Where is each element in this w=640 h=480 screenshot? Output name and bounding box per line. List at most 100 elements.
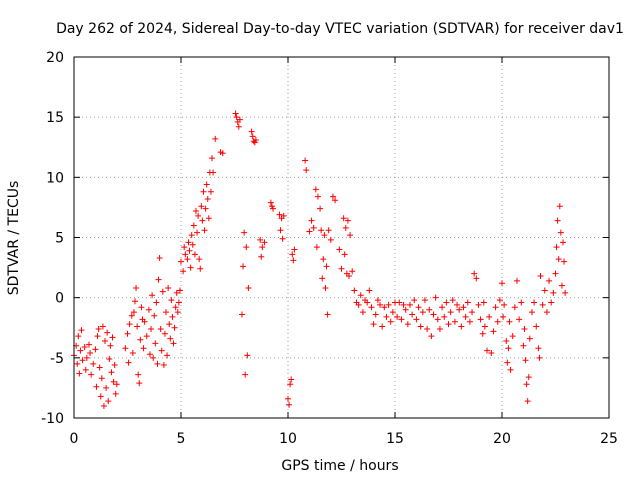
data-point [521,325,528,332]
x-tick-label: 25 [600,431,618,447]
data-point [464,299,471,306]
data-point [504,359,511,366]
data-point [325,227,332,234]
data-point [475,301,482,308]
data-point [110,378,117,385]
data-point [136,380,143,387]
data-point [481,323,488,330]
data-point [197,265,204,272]
y-tick-label: 15 [46,110,64,126]
data-point [76,370,83,377]
data-point [289,251,296,258]
data-point [131,298,138,305]
data-point [112,390,119,397]
data-point [199,217,206,224]
data-point [528,309,535,316]
data-point [520,342,527,349]
data-point [421,297,428,304]
data-point [318,227,325,234]
data-point [244,352,251,359]
data-point [351,287,358,294]
data-point [185,239,192,246]
data-point [486,313,493,320]
data-point [235,123,242,130]
data-point [163,309,170,316]
data-point [200,188,207,195]
data-point [516,316,523,323]
data-point [320,256,327,263]
data-point [531,299,538,306]
data-point [313,244,320,251]
data-point [107,342,114,349]
data-point [160,362,167,369]
data-point [342,224,349,231]
data-point [374,297,381,304]
data-point [165,285,172,292]
data-point [133,285,140,292]
data-point [90,360,97,367]
data-point [82,366,89,373]
data-point [449,297,456,304]
data-point [434,316,441,323]
data-point [188,232,195,239]
data-point [287,381,294,388]
data-point [387,318,394,325]
data-point [312,186,319,193]
data-point [357,292,364,299]
data-point [338,265,345,272]
data-point [341,251,348,258]
chart-title: Day 262 of 2024, Sidereal Day-to-day VTE… [56,21,624,37]
data-point [198,203,205,210]
data-point [138,304,145,311]
data-point [550,289,557,296]
data-point [471,270,478,277]
data-point [201,227,208,234]
data-point [94,333,101,340]
data-point [128,312,135,319]
data-point [126,321,133,328]
data-point [252,137,259,144]
data-point [441,313,448,320]
data-point [174,309,181,316]
data-point [379,323,386,330]
data-point [100,402,107,409]
data-point [186,247,193,254]
data-point [98,375,105,382]
data-point [494,318,501,325]
data-point [74,360,81,367]
data-point [536,354,543,361]
data-point [181,244,188,251]
y-axis-label: SDTVAR / TECUs [6,181,22,296]
data-point [507,366,514,373]
data-point [404,321,411,328]
data-point [137,336,144,343]
data-point [524,398,531,405]
data-point [513,277,520,284]
data-point [559,239,566,246]
data-point [473,275,480,282]
data-point [541,287,548,294]
data-point [323,263,330,270]
data-point [336,246,343,253]
data-series [71,110,569,409]
data-point [154,360,161,367]
data-point [460,304,467,311]
y-tick-label: 20 [46,50,64,66]
data-point [368,304,375,311]
data-point [87,350,94,357]
data-point [191,251,198,258]
x-axis-label: GPS time / hours [281,458,398,474]
data-point [145,306,152,313]
data-point [525,374,532,381]
data-point [285,395,291,402]
data-point [499,280,505,287]
data-point [129,350,136,357]
data-point [261,239,268,246]
data-point [140,345,147,352]
data-point [249,133,256,140]
data-point [556,203,563,210]
data-point [93,383,100,390]
data-point [195,212,202,219]
data-point [484,347,491,354]
data-point [233,114,240,121]
